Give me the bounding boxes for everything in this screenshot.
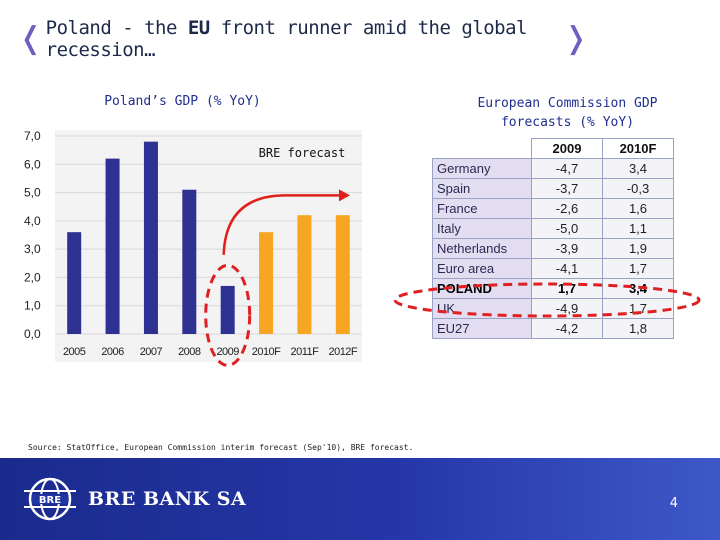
table-value-cell: 1,8 xyxy=(602,318,674,339)
y-tick-label: 4,0 xyxy=(24,214,41,228)
bar-2010F xyxy=(259,232,274,334)
x-tick-label: 2010F xyxy=(252,346,281,358)
bar-2005 xyxy=(67,232,82,334)
table-row: Italy -5,0 1,1 xyxy=(432,218,674,239)
table-value-cell: 1,1 xyxy=(602,218,674,239)
bank-name: BRE BANK SA xyxy=(88,488,247,510)
gdp-bar-chart: 0,0 1,0 2,0 3,0 4,0 5,0 6,0 7,0 2005 2006 2007 2008… xyxy=(24,129,362,367)
table-value-cell: -4,1 xyxy=(531,258,603,279)
ec-table-title: European Commission GDP forecasts (% YoY… xyxy=(477,96,658,130)
table-row: Spain -3,7 -0,3 xyxy=(432,178,674,199)
table-row: Germany -4,7 3,4 xyxy=(432,158,674,179)
table-value-cell: -3,9 xyxy=(531,238,603,259)
y-tick-label: 3,0 xyxy=(24,242,41,256)
y-tick-label: 6,0 xyxy=(24,157,41,171)
table-country-cell: Euro area xyxy=(432,258,532,279)
table-country-cell: Italy xyxy=(432,218,532,239)
bar-2012F xyxy=(335,215,350,334)
x-tick-label: 2007 xyxy=(140,346,163,358)
bre-globe-logo-icon: BRE xyxy=(24,477,76,521)
table-header-row: 2009 2010F xyxy=(432,138,674,159)
x-tick-label: 2005 xyxy=(63,346,86,358)
x-tick-label: 2008 xyxy=(178,346,201,358)
footer-bar: BRE BRE BANK SA 4 xyxy=(0,458,720,540)
bar-2006 xyxy=(105,158,120,334)
table-value-cell: -2,6 xyxy=(531,198,603,219)
left-chevron-icon: ❬ xyxy=(18,21,43,56)
table-header-2010f: 2010F xyxy=(602,138,674,159)
table-value-cell: -4,2 xyxy=(531,318,603,339)
table-value-cell: 3,4 xyxy=(602,158,674,179)
table-value-cell: 1,7 xyxy=(602,258,674,279)
table-value-cell: -0,3 xyxy=(602,178,674,199)
right-chevron-icon: ❭ xyxy=(563,21,588,56)
page-number: 4 xyxy=(669,496,678,511)
logo-text: BRE xyxy=(39,495,61,506)
highlight-2009-ellipse xyxy=(204,263,252,367)
table-country-cell: EU27 xyxy=(432,318,532,339)
table-row: UK -4,9 1,7 xyxy=(432,298,674,319)
table-value-cell: -5,0 xyxy=(531,218,603,239)
bar-2011F xyxy=(297,215,312,334)
forecast-arrow xyxy=(222,194,342,255)
x-tick-label: 2011F xyxy=(291,346,320,358)
table-country-cell: Germany xyxy=(432,158,532,179)
table-corner xyxy=(432,138,532,159)
bar-2007 xyxy=(143,141,158,334)
forecast-arrow-head-icon xyxy=(339,189,350,202)
table-row: Netherlands -3,9 1,9 xyxy=(432,238,674,259)
slide-title-text: Poland - the EU front runner amid the gl… xyxy=(45,17,528,61)
y-tick-label: 2,0 xyxy=(24,270,41,284)
table-value-cell: -4,7 xyxy=(531,158,603,179)
forecast-label: BRE forecast xyxy=(259,146,346,160)
table-value-cell: -4,9 xyxy=(531,298,603,319)
table-value-cell: 1,9 xyxy=(602,238,674,259)
y-tick-label: 7,0 xyxy=(24,129,41,143)
y-tick-label: 0,0 xyxy=(24,327,41,341)
poland-row-highlight xyxy=(393,282,701,318)
table-country-cell: France xyxy=(432,198,532,219)
table-country-cell: Netherlands xyxy=(432,238,532,259)
gdp-chart-title: Poland’s GDP (% YoY) xyxy=(104,94,261,109)
table-value-cell: 1,6 xyxy=(602,198,674,219)
x-tick-label: 2012F xyxy=(328,346,357,358)
chart-plot-area xyxy=(55,130,362,362)
slide-title: ❬ Poland - the EU front runner amid the … xyxy=(18,17,588,61)
y-tick-label: 5,0 xyxy=(24,186,41,200)
bar-2008 xyxy=(182,189,197,334)
table-row: Euro area -4,1 1,7 xyxy=(432,258,674,279)
bar-2009 xyxy=(220,285,235,334)
table-value-cell: -3,7 xyxy=(531,178,603,199)
table-row: France -2,6 1,6 xyxy=(432,198,674,219)
source-note: Source: StatOffice, European Commission … xyxy=(28,443,414,452)
poland-highlight-ellipse xyxy=(393,282,701,318)
table-row: EU27 -4,2 1,8 xyxy=(432,318,674,339)
table-country-cell: Spain xyxy=(432,178,532,199)
x-tick-label: 2009 xyxy=(216,346,239,358)
x-tick-label: 2006 xyxy=(101,346,124,358)
y-tick-label: 1,0 xyxy=(24,299,41,313)
table-header-2009: 2009 xyxy=(531,138,603,159)
